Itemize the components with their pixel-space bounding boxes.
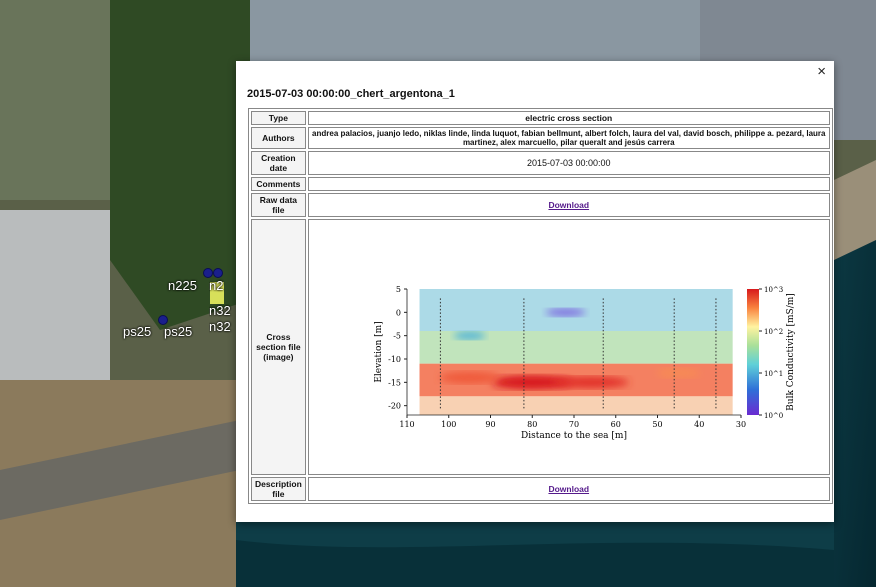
map-marker-label[interactable]: ps25 <box>123 324 152 339</box>
colorbar-tick-label: 10^1 <box>764 370 783 378</box>
x-axis-label: Distance to the sea [m] <box>521 431 627 441</box>
table-row: Cross section file (image) <box>251 219 830 475</box>
table-row: Raw data file Download <box>251 193 830 217</box>
y-tick-label: -10 <box>388 355 401 364</box>
table-row: Description file Download <box>251 477 830 501</box>
info-popup: × 2015-07-03 00:00:00_chert_argentona_1 … <box>236 61 834 522</box>
x-tick-label: 110 <box>399 420 414 429</box>
conductivity-anomaly <box>656 368 701 378</box>
colorbar-label: Bulk Conductivity [mS/m] <box>786 293 796 411</box>
x-tick-label: 90 <box>485 420 495 429</box>
colorbar-tick-label: 10^3 <box>764 286 783 294</box>
authors-label: Authors <box>251 127 306 149</box>
map-marker-label[interactable]: n32 <box>209 319 231 334</box>
attribute-table: Type electric cross section Authors andr… <box>248 108 833 504</box>
map-marker-label[interactable]: n32 <box>209 303 231 318</box>
map-marker-icon[interactable] <box>203 268 213 278</box>
creation-date-label: Creation date <box>251 151 306 175</box>
conductivity-anomaly <box>545 308 586 317</box>
map-marker-icon[interactable] <box>213 268 223 278</box>
popup-title: 2015-07-03 00:00:00_chert_argentona_1 <box>247 88 455 100</box>
y-tick-label: 5 <box>396 285 401 294</box>
description-label: Description file <box>251 477 306 501</box>
authors-value: andrea palacios, juanjo ledo, niklas lin… <box>307 127 830 149</box>
raw-data-label: Raw data file <box>251 193 306 217</box>
close-icon[interactable]: × <box>817 63 826 80</box>
map-marker-label[interactable]: n225 <box>168 278 197 293</box>
x-tick-label: 100 <box>441 420 456 429</box>
conductivity-anomaly <box>552 376 629 389</box>
x-tick-label: 50 <box>652 420 662 429</box>
y-tick-label: -5 <box>393 332 401 341</box>
colorbar-tick-label: 10^0 <box>764 412 783 420</box>
map-marker-label[interactable]: n2 <box>209 278 224 293</box>
borehole-lines <box>439 298 717 411</box>
y-tick-label: 0 <box>396 308 401 317</box>
conductivity-anomaly <box>492 375 573 390</box>
cross-section-label: Cross section file (image) <box>251 219 306 475</box>
colorbar <box>746 289 759 415</box>
comments-value <box>307 177 830 191</box>
description-download-link[interactable]: Download <box>548 484 590 494</box>
type-value: electric cross section <box>307 111 830 125</box>
cross-section-image: 110 100 90 80 70 60 50 40 30 5 0 -5 -10 -15 -20 Distan… <box>307 219 830 475</box>
y-tick-label: -15 <box>388 378 401 387</box>
x-tick-label: 40 <box>694 420 704 429</box>
map-marker-icon[interactable] <box>158 315 168 325</box>
raw-data-download-link[interactable]: Download <box>548 200 590 210</box>
table-row: Comments <box>251 177 830 191</box>
x-tick-label: 70 <box>569 420 579 429</box>
colorbar-tick-label: 10^2 <box>764 328 783 336</box>
table-row: Type electric cross section <box>251 111 830 125</box>
comments-label: Comments <box>251 177 306 191</box>
type-label: Type <box>251 111 306 125</box>
x-tick-label: 30 <box>736 420 746 429</box>
conductivity-layer <box>419 396 733 415</box>
creation-date-value: 2015-07-03 00:00:00 <box>307 151 830 175</box>
conductivity-anomaly <box>439 371 500 384</box>
y-axis-label: Elevation [m] <box>374 321 384 382</box>
x-tick-label: 60 <box>610 420 620 429</box>
x-tick-label: 80 <box>527 420 537 429</box>
colorbar-ticks: 10^0 10^1 10^2 10^3 <box>758 286 783 420</box>
conductivity-anomaly <box>453 331 486 340</box>
map-marker-label[interactable]: ps25 <box>164 324 193 339</box>
table-row: Authors andrea palacios, juanjo ledo, ni… <box>251 127 830 149</box>
table-row: Creation date 2015-07-03 00:00:00 <box>251 151 830 175</box>
y-tick-label: -20 <box>388 402 401 411</box>
conductivity-heatmap <box>419 289 733 415</box>
